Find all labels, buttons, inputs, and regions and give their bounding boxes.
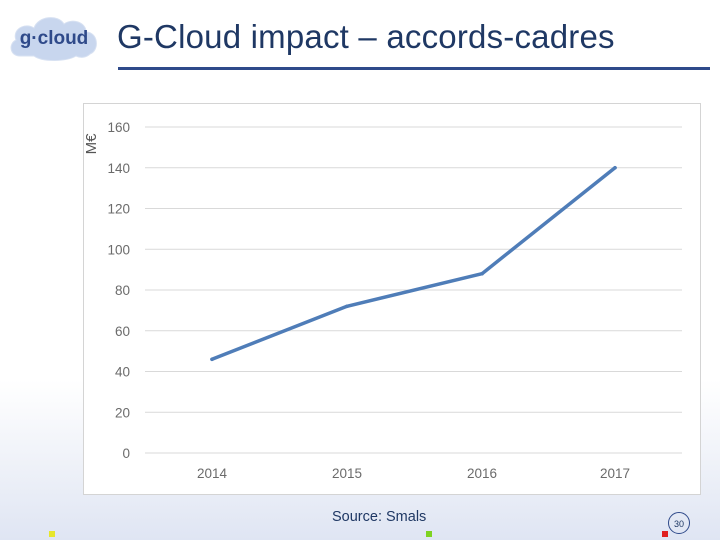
y-tick-label: 160 xyxy=(107,120,130,135)
y-axis-ticks: 0 20 40 60 80 100 120 140 160 xyxy=(107,120,130,461)
line-chart: 0 20 40 60 80 100 120 140 160 2014 2015 2016 2017 M… xyxy=(84,120,682,481)
y-tick-label: 0 xyxy=(122,446,130,461)
data-point xyxy=(345,304,349,309)
y-axis-label: M€ xyxy=(84,133,100,154)
x-axis-ticks: 2014 2015 2016 2017 xyxy=(197,466,630,481)
g-cloud-logo: g·cloud xyxy=(6,10,102,64)
decor-dot-yellow xyxy=(49,531,55,537)
x-tick-label: 2016 xyxy=(467,466,497,481)
y-tick-label: 40 xyxy=(115,365,130,380)
data-point xyxy=(480,271,484,276)
series-layer xyxy=(210,165,617,362)
y-tick-label: 60 xyxy=(115,324,130,339)
data-point xyxy=(613,165,617,170)
page-number: 30 xyxy=(668,512,690,534)
x-tick-label: 2015 xyxy=(332,466,362,481)
x-tick-label: 2014 xyxy=(197,466,228,481)
y-tick-label: 20 xyxy=(115,405,130,420)
logo-text: g·cloud xyxy=(20,28,89,49)
y-tick-label: 80 xyxy=(115,283,130,298)
title-underline xyxy=(118,67,710,70)
decor-dot-red xyxy=(662,531,668,537)
chart-area: 0 20 40 60 80 100 120 140 160 2014 2015 2016 2017 M… xyxy=(83,103,701,495)
logo-cloud-shape xyxy=(10,17,97,61)
y-tick-label: 100 xyxy=(107,242,130,257)
x-tick-label: 2017 xyxy=(600,466,630,481)
series-line xyxy=(210,166,617,362)
page-title: G-Cloud impact – accords-cadres xyxy=(117,18,615,55)
source-note: Source: Smals xyxy=(332,509,427,525)
data-point xyxy=(210,357,214,362)
decor-dot-green xyxy=(426,531,432,537)
y-tick-label: 120 xyxy=(107,202,130,217)
y-tick-label: 140 xyxy=(107,161,130,176)
